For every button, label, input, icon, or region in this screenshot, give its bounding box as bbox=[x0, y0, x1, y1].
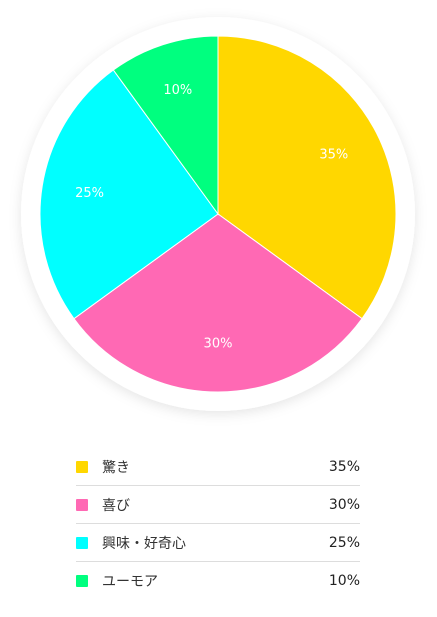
legend-value: 35% bbox=[328, 458, 360, 475]
legend-item: 興味・好奇心 25% bbox=[76, 524, 360, 562]
legend-item: 喜び 30% bbox=[76, 486, 360, 524]
pie-slice-1 bbox=[217, 35, 397, 320]
legend-label: ユーモア bbox=[102, 574, 158, 590]
legend-swatch bbox=[76, 460, 88, 473]
pie-slice-label-3: 25% bbox=[75, 186, 104, 201]
legend-label: 興味・好奇心 bbox=[102, 535, 186, 552]
pie-slice-label-4: 10% bbox=[163, 83, 192, 98]
pie-slice-label-2: 30% bbox=[204, 337, 233, 352]
legend-value: 10% bbox=[328, 573, 360, 589]
legend-swatch bbox=[76, 536, 88, 549]
legend-swatch bbox=[76, 575, 88, 587]
pie-slice-labels: 35% 30% 25% 10% bbox=[75, 83, 348, 352]
pie-chart-svg: 35% 30% 25% 10% bbox=[21, 17, 415, 411]
pie-slice-3 bbox=[39, 69, 219, 320]
pie-slices bbox=[39, 35, 397, 393]
pie-slice-4 bbox=[112, 35, 219, 216]
legend-label: 驚き bbox=[102, 459, 130, 476]
legend-value: 25% bbox=[328, 534, 360, 551]
pie-slice-2 bbox=[73, 213, 363, 393]
legend-value: 30% bbox=[328, 496, 360, 513]
legend: 驚き 35% 喜び 30% 興味・好奇心 25% ユーモア 10% bbox=[76, 448, 360, 600]
legend-item: ユーモア 10% bbox=[76, 562, 360, 600]
legend-label: 喜び bbox=[102, 497, 130, 514]
pie-chart: 35% 30% 25% 10% bbox=[21, 17, 415, 411]
pie-slice-label-1: 35% bbox=[319, 148, 348, 163]
legend-item: 驚き 35% bbox=[76, 448, 360, 486]
legend-swatch bbox=[76, 498, 88, 511]
